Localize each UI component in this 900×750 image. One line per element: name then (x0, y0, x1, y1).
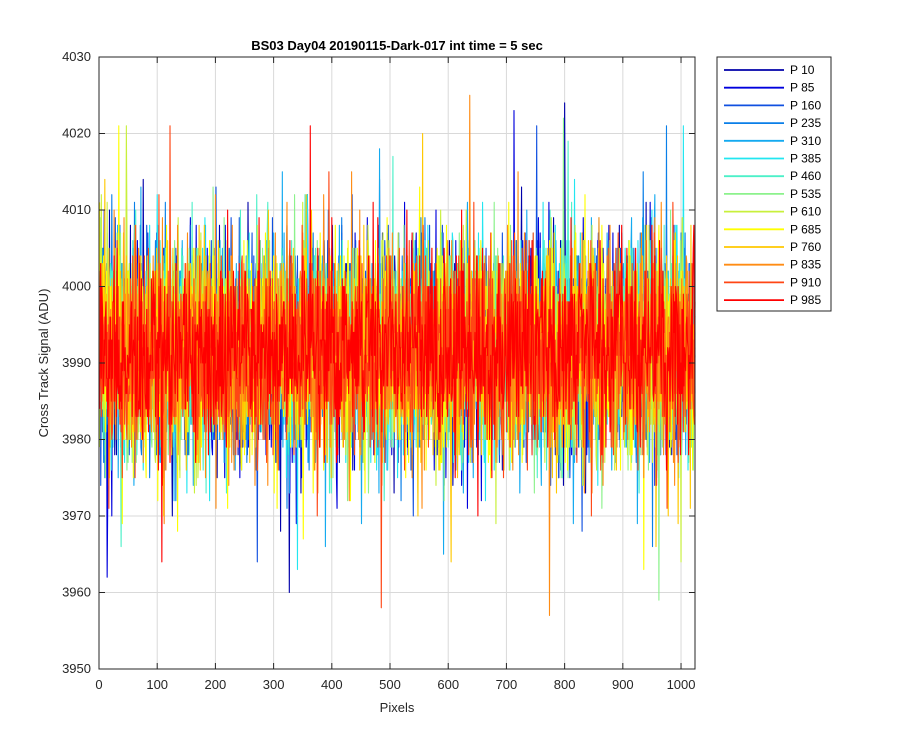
y-tick-label: 3970 (62, 508, 91, 523)
legend-box (716, 56, 832, 312)
x-tick-label: 100 (146, 677, 168, 692)
x-tick-label: 900 (612, 677, 634, 692)
y-axis-title: Cross Track Signal (ADU) (36, 289, 51, 438)
legend-label: P 385 (790, 152, 821, 166)
legend-label: P 835 (790, 258, 821, 272)
y-tick-label: 4010 (62, 202, 91, 217)
y-tick-label: 3980 (62, 432, 91, 447)
x-tick-label: 0 (95, 677, 102, 692)
axis-ticks: 0 100 200 300 400 500 600 700 800 900 1000 3950 3960… (62, 49, 695, 692)
x-tick-label: 300 (263, 677, 285, 692)
x-tick-label: 600 (437, 677, 459, 692)
y-tick-label: 4020 (62, 126, 91, 141)
legend-label: P 685 (790, 222, 821, 236)
series-lines (99, 94, 696, 616)
x-axis-title: Pixels (380, 700, 415, 715)
legend-label: P 460 (790, 169, 821, 183)
chart-title: BS03 Day04 20190115-Dark-017 int time = … (251, 38, 543, 53)
x-tick-label: 1000 (667, 677, 696, 692)
legend-label: P 160 (790, 98, 821, 112)
x-tick-label: 800 (554, 677, 576, 692)
legend-label: P 985 (790, 293, 821, 307)
legend: P 10 P 85 P 160 P 235 P 310 P 385 P 460 P 535 P … (716, 56, 832, 312)
x-tick-label: 200 (205, 677, 227, 692)
y-tick-label: 3990 (62, 355, 91, 370)
legend-label: P 760 (790, 240, 821, 254)
y-tick-label: 3950 (62, 661, 91, 676)
legend-label: P 610 (790, 205, 821, 219)
legend-label: P 235 (790, 116, 821, 130)
y-tick-label: 4030 (62, 49, 91, 64)
legend-label: P 10 (790, 63, 815, 77)
y-tick-label: 3960 (62, 585, 91, 600)
legend-label: P 85 (790, 81, 815, 95)
legend-label: P 910 (790, 275, 821, 289)
legend-label: P 535 (790, 187, 821, 201)
x-tick-label: 500 (379, 677, 401, 692)
x-tick-label: 700 (496, 677, 518, 692)
series-line-p985 (99, 125, 696, 563)
x-tick-label: 400 (321, 677, 343, 692)
y-tick-label: 4000 (62, 279, 91, 294)
legend-label: P 310 (790, 134, 821, 148)
